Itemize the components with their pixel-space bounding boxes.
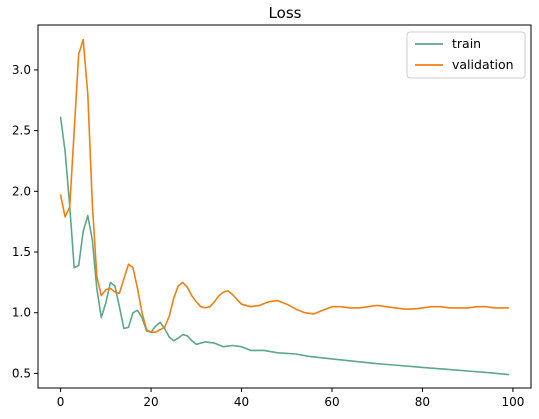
legend-label-train: train: [452, 36, 481, 51]
y-axis: 0.5 1.0 1.5 2.0 2.5 3.0: [12, 63, 38, 380]
y-tick-label: 2.0: [12, 184, 31, 198]
x-tick-label: 20: [143, 395, 158, 409]
y-tick-label: 3.0: [12, 63, 31, 77]
y-tick-label: 2.5: [12, 124, 31, 138]
x-tick-label: 0: [57, 395, 65, 409]
series-layer: [59, 38, 510, 376]
series-line-train: [59, 116, 510, 376]
x-axis: 0 20 40 60 80 100: [57, 388, 524, 409]
x-tick-label: 60: [324, 395, 339, 409]
y-tick-label: 1.5: [12, 245, 31, 259]
plot-frame: [37, 24, 532, 389]
legend-label-validation: validation: [452, 57, 514, 72]
x-tick-label: 80: [415, 395, 430, 409]
y-tick-label: 0.5: [12, 366, 31, 380]
chart-title: Loss: [269, 4, 302, 22]
x-tick-label: 40: [234, 395, 249, 409]
y-tick-label: 1.0: [12, 306, 31, 320]
series-line-validation: [59, 38, 510, 333]
x-tick-label: 100: [501, 395, 524, 409]
legend: train validation: [406, 31, 526, 79]
